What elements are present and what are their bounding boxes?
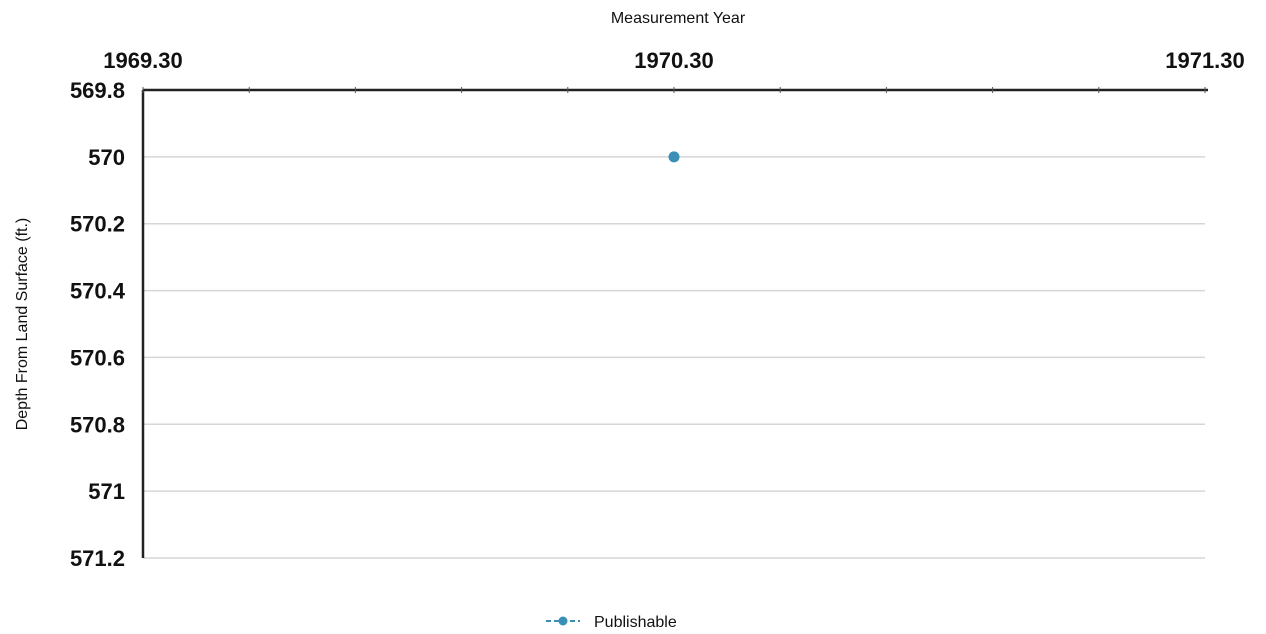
x-tick-label: 1969.30 (103, 48, 183, 73)
y-tick-label: 570.6 (70, 345, 125, 370)
y-axis-ticks: 569.8 570 570.2 570.4 570.6 570.8 571 571.2 (70, 78, 126, 571)
gridlines (143, 156, 1205, 559)
y-tick-label: 571.2 (70, 546, 125, 571)
x-tick-label: 1970.30 (634, 48, 714, 73)
y-tick-label: 570.8 (70, 412, 125, 437)
x-axis-ticks: 1969.30 1970.30 1971.30 (103, 48, 1245, 73)
axes (141, 87, 1208, 558)
data-point[interactable] (668, 151, 680, 163)
y-tick-label: 569.8 (70, 78, 125, 103)
y-tick-label: 571 (88, 479, 125, 504)
data-points (668, 151, 680, 163)
legend[interactable]: Publishable (546, 614, 677, 631)
y-axis-title: Depth From Land Surface (ft.) (14, 218, 31, 431)
x-axis-title: Measurement Year (611, 10, 746, 27)
y-tick-label: 570 (88, 145, 125, 170)
y-tick-label: 570.2 (70, 212, 125, 237)
y-tick-label: 570.4 (70, 279, 126, 304)
x-tick-label: 1971.30 (1165, 48, 1245, 73)
legend-marker (558, 616, 568, 626)
legend-label: Publishable (594, 614, 677, 631)
